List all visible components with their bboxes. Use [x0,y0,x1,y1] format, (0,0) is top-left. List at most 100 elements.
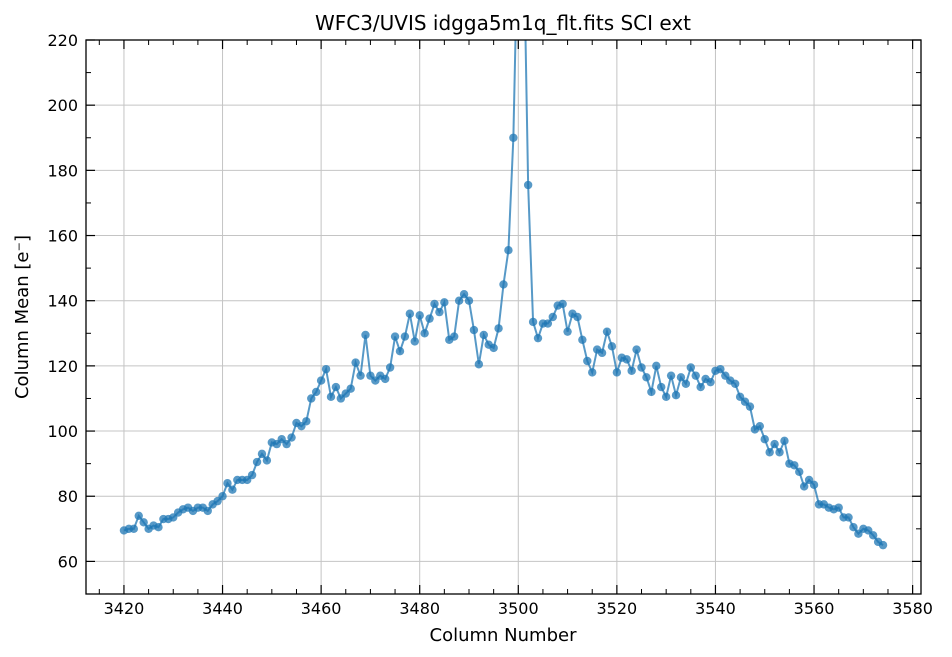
data-point [316,376,326,385]
data-point [400,332,410,341]
y-tick-label: 220 [47,31,78,50]
data-point [361,330,370,340]
x-tick-label: 3520 [597,599,638,618]
data-point [612,368,622,377]
data-point [676,373,686,382]
data-point [652,361,661,371]
data-point [661,392,671,402]
data-point [681,379,691,389]
x-tick-label: 3440 [202,599,243,618]
data-point [666,371,676,380]
data-point [459,289,469,299]
data-point [381,374,390,384]
data-point [129,524,139,534]
data-point [632,345,641,354]
y-axis-label: Column Mean [e⁻] [12,235,33,399]
data-point [583,356,592,366]
data-point [321,364,331,374]
data-point [578,335,587,345]
plot-area [119,40,888,550]
data-point [454,296,464,305]
data-point [548,312,557,322]
data-point [287,433,296,442]
data-point [780,436,789,446]
data-point [657,382,666,392]
data-point [218,492,227,501]
x-tick-label: 3560 [794,599,835,618]
data-point [331,382,341,392]
data-point [795,467,804,476]
x-tick-label: 3500 [498,599,539,618]
data-point [223,479,232,488]
data-point [415,311,424,320]
data-point [696,382,705,392]
data-point [686,363,696,372]
data-point [139,518,148,527]
x-tick-label: 3540 [695,599,736,618]
x-tick-label: 3420 [104,599,145,618]
data-point [834,503,843,512]
data-point [760,435,769,444]
data-point [346,384,355,393]
data-point [489,343,498,353]
data-point [203,506,212,516]
data-point [282,439,291,449]
data-point [706,377,715,387]
data-point [642,373,651,382]
data-point [868,531,878,540]
data-point [385,363,395,372]
data-point [627,366,636,375]
data-point [247,470,257,480]
data-point [849,522,858,532]
x-tick-label: 3580 [892,599,933,618]
data-point [597,348,607,358]
data-point [563,327,572,336]
data-point [671,391,681,400]
data-point [405,309,415,318]
x-tick-label: 3460 [301,599,342,618]
data-point [622,355,631,364]
y-tick-label: 140 [47,292,78,311]
data-point [533,333,543,343]
data-point [509,133,518,142]
data-point [844,513,853,522]
data-point [607,342,617,351]
data-point [134,511,143,520]
y-tick-label: 120 [47,357,78,376]
data-point [745,402,755,411]
data-point [435,307,444,317]
data-point [464,296,474,305]
data-point [523,180,533,190]
data-point [410,337,419,346]
data-point [307,394,316,403]
data-point [326,392,336,402]
chart-title: WFC3/UVIS idgga5m1q_flt.fits SCI ext [315,11,691,35]
data-point [390,332,400,341]
data-point [228,485,237,494]
data-point [755,421,765,431]
data-point [395,347,405,356]
data-point [765,448,774,457]
data-point [878,540,888,550]
data-point [430,299,439,309]
data-point [730,379,740,389]
data-point [494,324,503,333]
data-point [770,439,779,449]
data-point [469,325,479,335]
data-point [440,298,449,307]
y-tick-label: 60 [58,552,78,571]
data-point [716,364,725,374]
y-tick-label: 180 [47,161,78,180]
data-point [351,358,360,367]
data-point [154,522,163,532]
data-point [637,363,646,372]
data-point [252,457,262,467]
data-point [528,317,538,327]
data-point [691,371,700,380]
data-point [543,319,553,328]
data-point [450,332,459,341]
data-point [799,482,809,491]
data-point [790,461,799,470]
